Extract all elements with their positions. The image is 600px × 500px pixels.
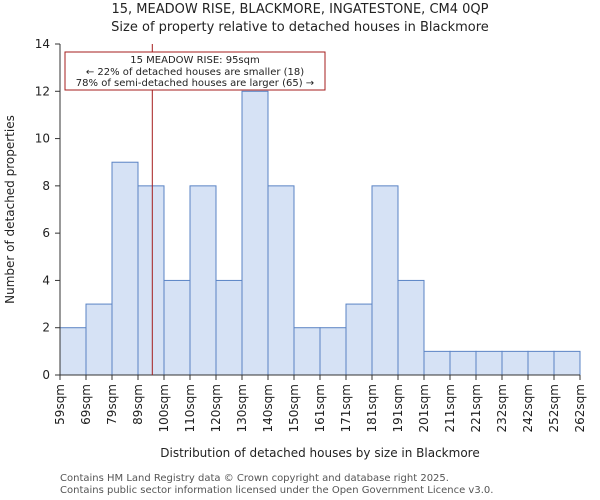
bars-group (59, 90, 581, 376)
y-tick-label: 10 (35, 132, 50, 146)
footer-line-2: Contains public sector information licen… (60, 485, 494, 496)
bar-140sqm (267, 185, 295, 376)
bar-89sqm (137, 185, 165, 376)
y-tick-label: 12 (35, 84, 50, 98)
x-tick-label: 252sqm (547, 384, 561, 432)
annotation-line-2: ← 22% of detached houses are smaller (18… (86, 67, 304, 78)
x-tick-label: 79sqm (105, 384, 119, 425)
bar-59sqm (59, 327, 87, 376)
x-axis-label: Distribution of detached houses by size … (160, 446, 479, 460)
x-tick-label: 262sqm (573, 384, 587, 432)
bar-120sqm (215, 279, 243, 376)
bar-201sqm (423, 350, 451, 376)
chart-title: 15, MEADOW RISE, BLACKMORE, INGATESTONE,… (111, 2, 489, 17)
x-tick-label: 171sqm (339, 384, 353, 432)
y-tick-label: 0 (42, 368, 50, 382)
bar-161sqm (319, 327, 347, 376)
bar-232sqm (501, 350, 529, 376)
x-tick-label: 191sqm (391, 384, 405, 432)
x-tick-label: 161sqm (313, 384, 327, 432)
x-tick-label: 120sqm (209, 384, 223, 432)
bar-191sqm (397, 279, 425, 376)
bar-221sqm (475, 350, 503, 376)
annotation-line-1: 15 MEADOW RISE: 95sqm (130, 55, 259, 66)
x-tick-label: 150sqm (287, 384, 301, 432)
bar-181sqm (371, 185, 399, 376)
x-tick-label: 59sqm (53, 384, 67, 425)
bar-79sqm (111, 161, 139, 376)
x-tick-label: 211sqm (443, 384, 457, 432)
x-tick-label: 221sqm (469, 384, 483, 432)
y-tick-label: 14 (35, 37, 50, 51)
x-tick-label: 69sqm (79, 384, 93, 425)
x-axis: 59sqm 69sqm 79sqm 89sqm 100sqm 110sqm 120sqm 13… (53, 374, 587, 432)
y-tick-label: 4 (42, 273, 50, 287)
bar-171sqm (345, 303, 373, 376)
annotation-line-3: 78% of semi-detached houses are larger (… (76, 78, 314, 89)
x-tick-label: 130sqm (235, 384, 249, 432)
x-tick-label: 232sqm (495, 384, 509, 432)
footer-line-1: Contains HM Land Registry data © Crown c… (60, 473, 449, 484)
x-tick-label: 110sqm (183, 384, 197, 432)
bar-252sqm (553, 350, 581, 376)
x-tick-label: 140sqm (261, 384, 275, 432)
y-axis-label: Number of detached properties (3, 115, 17, 304)
chart-subtitle: Size of property relative to detached ho… (111, 20, 489, 35)
bar-69sqm (85, 303, 113, 376)
x-tick-label: 181sqm (365, 384, 379, 432)
annotation-box (64, 51, 326, 91)
bar-242sqm (527, 350, 555, 376)
y-tick-label: 2 (42, 321, 50, 335)
bar-110sqm (189, 185, 217, 376)
x-tick-label: 89sqm (131, 384, 145, 425)
x-tick-label: 100sqm (157, 384, 171, 432)
histogram-chart: 0 2 4 6 8 10 12 14 59sqm 69sqm 79sqm 89sqm 100sqm 11… (3, 37, 587, 460)
bar-100sqm (163, 279, 191, 376)
y-tick-label: 6 (42, 226, 50, 240)
bar-150sqm (293, 327, 321, 376)
x-tick-label: 242sqm (521, 384, 535, 432)
y-axis: 0 2 4 6 8 10 12 14 (35, 37, 61, 382)
x-tick-label: 201sqm (417, 384, 431, 432)
bar-130sqm (241, 90, 269, 376)
bar-211sqm (449, 350, 477, 376)
y-tick-label: 8 (42, 179, 50, 193)
